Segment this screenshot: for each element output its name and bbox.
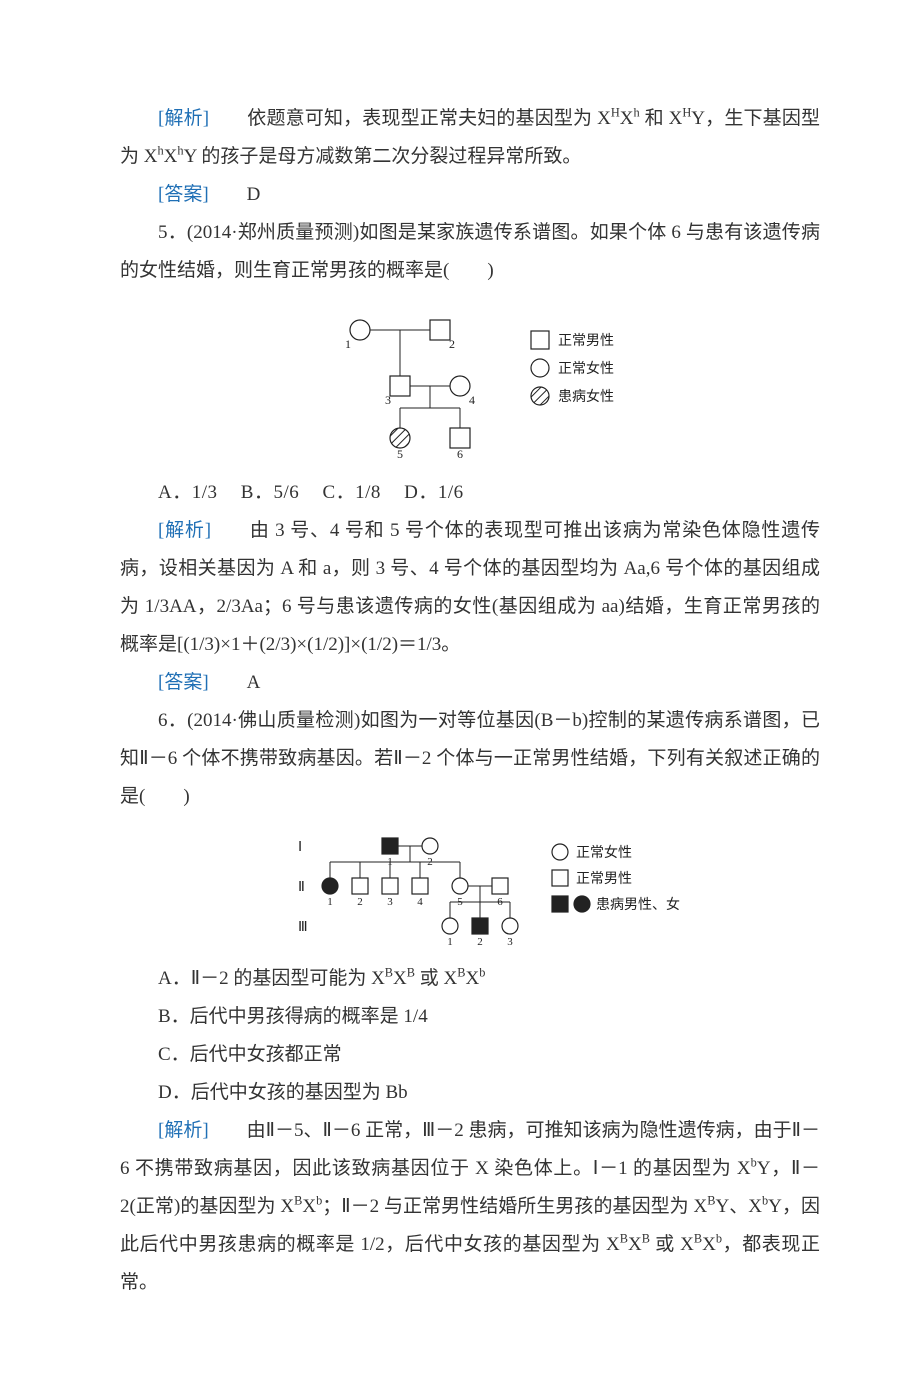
svg-text:6: 6 — [497, 896, 503, 908]
txt: X — [393, 968, 407, 989]
svg-text:Ⅰ: Ⅰ — [298, 840, 302, 855]
txt: Y、X — [715, 1196, 762, 1217]
sup: B — [407, 966, 415, 980]
q5-pedigree-diagram: 1 2 3 4 5 6 正常男性正常女性患病女性 — [290, 298, 650, 468]
analysis-label: [解析] — [158, 1120, 209, 1141]
q6-number: 6． — [158, 710, 187, 731]
q6-opt-a: A．Ⅱ－2 的基因型可能为 XBXB 或 XBXb — [120, 960, 820, 998]
svg-text:1: 1 — [345, 337, 351, 351]
q5-answer-value: A — [247, 672, 261, 693]
q6-opt-d: D．后代中女孩的基因型为 Bb — [120, 1074, 820, 1112]
answer-label: [答案] — [158, 672, 209, 693]
svg-text:正常男性: 正常男性 — [576, 871, 632, 887]
svg-text:患病女性: 患病女性 — [558, 388, 614, 405]
q5-analysis-text: 由 3 号、4 号和 5 号个体的表现型可推出该病为常染色体隐性遗传病，设相关基… — [120, 520, 820, 655]
svg-text:3: 3 — [507, 936, 513, 948]
txt: X — [465, 968, 479, 989]
svg-text:患病男性、女性: 患病男性、女性 — [596, 896, 680, 913]
txt: 或 X — [650, 1234, 694, 1255]
svg-text:3: 3 — [387, 896, 393, 908]
page: [解析]依题意可知，表现型正常夫妇的基因型为 XHXh 和 XHY，生下基因型为… — [0, 0, 920, 1382]
svg-text:1: 1 — [447, 936, 453, 948]
answer-label: [答案] — [158, 184, 209, 205]
svg-text:2: 2 — [357, 896, 363, 908]
q6-stem: 6．(2014·佛山质量检测)如图为一对等位基因(B－b)控制的某遗传病系谱图，… — [120, 702, 820, 816]
q5-options: A．1/3 B．5/6 C．1/8 D．1/6 — [120, 474, 820, 512]
q6-opt-b: B．后代中男孩得病的概率是 1/4 — [120, 998, 820, 1036]
txt: X — [164, 146, 178, 167]
svg-text:2: 2 — [449, 337, 455, 351]
svg-text:4: 4 — [469, 393, 475, 407]
q4-analysis: [解析]依题意可知，表现型正常夫妇的基因型为 XHXh 和 XHY，生下基因型为… — [120, 100, 820, 176]
svg-text:1: 1 — [327, 896, 333, 908]
q5-opt-d: D．1/6 — [404, 482, 464, 503]
sup: B — [620, 1232, 628, 1246]
q5-number: 5． — [158, 222, 187, 243]
q5-analysis: [解析]由 3 号、4 号和 5 号个体的表现型可推出该病为常染色体隐性遗传病，… — [120, 512, 820, 664]
txt: 由Ⅱ－5、Ⅱ－6 正常，Ⅲ－2 患病，可推知该病为隐性遗传病，由于Ⅱ－6 不携带… — [120, 1120, 820, 1179]
txt: 和 X — [640, 108, 683, 129]
sup: b — [479, 966, 485, 980]
txt: A．Ⅱ－2 的基因型可能为 X — [158, 968, 385, 989]
sup: B — [694, 1232, 702, 1246]
txt: Y 的孩子是母方减数第二次分裂过程异常所致。 — [184, 146, 582, 167]
svg-text:2: 2 — [477, 936, 483, 948]
svg-text:5: 5 — [457, 896, 463, 908]
sup: B — [385, 966, 393, 980]
q5-opt-c: C．1/8 — [322, 482, 380, 503]
paren-close: ) — [487, 260, 493, 281]
q6-source: (2014·佛山质量检测) — [187, 710, 360, 731]
q4-answer-value: D — [247, 184, 261, 205]
analysis-label: [解析] — [158, 520, 211, 541]
q5-source: (2014·郑州质量预测) — [187, 222, 359, 243]
paren-close: ) — [183, 786, 189, 807]
svg-text:4: 4 — [417, 896, 423, 908]
svg-text:正常女性: 正常女性 — [558, 360, 614, 377]
q5-opt-a: A．1/3 — [158, 482, 218, 503]
svg-text:Ⅱ: Ⅱ — [298, 880, 305, 895]
svg-text:2: 2 — [427, 856, 433, 868]
sup: H — [682, 106, 691, 120]
txt: ；Ⅱ－2 与正常男性结婚所生男孩的基因型为 X — [322, 1196, 707, 1217]
q5-answer: [答案] A — [120, 664, 820, 702]
svg-text:1: 1 — [387, 856, 393, 868]
q4-answer: [答案] D — [120, 176, 820, 214]
txt: X — [702, 1234, 716, 1255]
txt: X — [628, 1234, 642, 1255]
q4-analysis-a: 依题意可知，表现型正常夫妇的基因型为 X — [247, 108, 611, 129]
svg-text:6: 6 — [457, 447, 463, 461]
svg-text:3: 3 — [385, 393, 391, 407]
svg-text:正常女性: 正常女性 — [576, 844, 632, 861]
q5-stem: 5．(2014·郑州质量预测)如图是某家族遗传系谱图。如果个体 6 与患有该遗传… — [120, 214, 820, 290]
q6-opt-c: C．后代中女孩都正常 — [120, 1036, 820, 1074]
svg-text:Ⅲ: Ⅲ — [298, 920, 308, 935]
svg-text:正常男性: 正常男性 — [558, 333, 614, 349]
analysis-label: [解析] — [158, 108, 209, 129]
q5-opt-b: B．5/6 — [241, 482, 299, 503]
sup: H — [611, 106, 620, 120]
txt: X — [302, 1196, 316, 1217]
q6-pedigree-diagram: Ⅰ Ⅱ Ⅲ 1 2 1 2 3 4 5 6 1 2 3 正常女性正常男性患病男性、女性 — [260, 824, 680, 954]
sup: B — [642, 1232, 650, 1246]
svg-text:5: 5 — [397, 447, 403, 461]
q6-analysis: [解析]由Ⅱ－5、Ⅱ－6 正常，Ⅲ－2 患病，可推知该病为隐性遗传病，由于Ⅱ－6… — [120, 1112, 820, 1302]
txt: 或 X — [415, 968, 457, 989]
txt: X — [620, 108, 634, 129]
